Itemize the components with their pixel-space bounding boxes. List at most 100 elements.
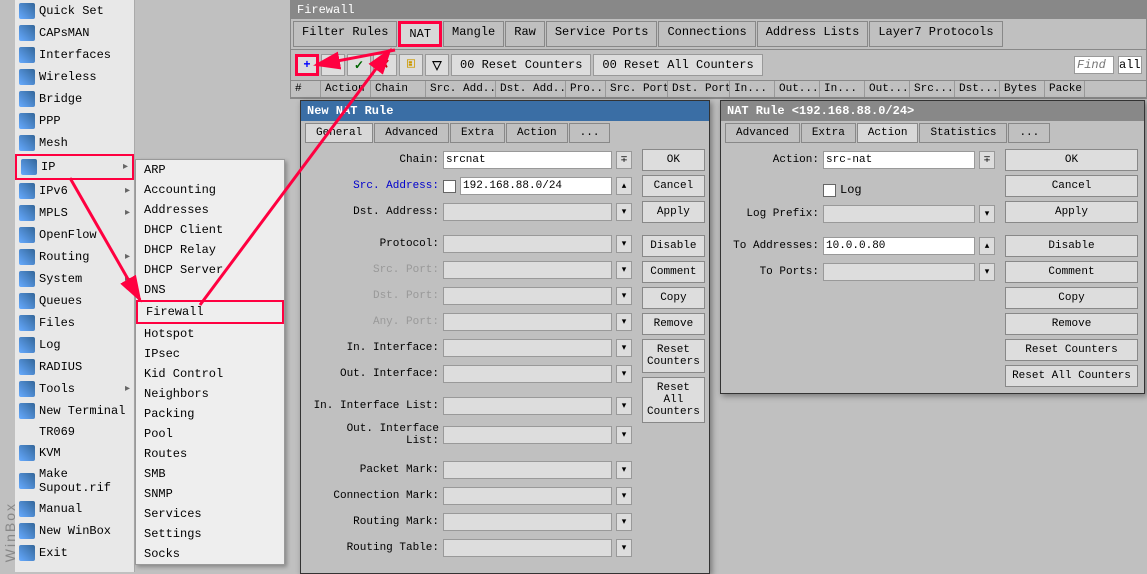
packet-mark-input[interactable] — [443, 461, 612, 479]
remove-button[interactable]: Remove — [1005, 313, 1138, 335]
submenu-pool[interactable]: Pool — [136, 424, 284, 444]
submenu-accounting[interactable]: Accounting — [136, 180, 284, 200]
to-ports-input[interactable] — [823, 263, 975, 281]
col-src-addr[interactable]: Src. Add... — [426, 81, 496, 97]
reset-all-counters-button[interactable]: 00 Reset All Counters — [593, 54, 762, 76]
apply-button[interactable]: Apply — [642, 201, 705, 223]
expand-icon[interactable]: ▾ — [616, 539, 632, 557]
tab-advanced[interactable]: Advanced — [374, 123, 449, 143]
tab-more[interactable]: ... — [1008, 123, 1050, 143]
sidebar-item-quickset[interactable]: Quick Set — [15, 0, 134, 22]
expand-icon[interactable]: ▾ — [616, 397, 632, 415]
tab-connections[interactable]: Connections — [658, 21, 755, 47]
protocol-input[interactable] — [443, 235, 612, 253]
col-in2[interactable]: In... — [820, 81, 865, 97]
chain-input[interactable] — [443, 151, 612, 169]
remove-button[interactable]: − — [321, 54, 345, 76]
tab-general[interactable]: General — [305, 123, 373, 143]
src-addr-input[interactable] — [460, 177, 612, 195]
action-input[interactable] — [823, 151, 975, 169]
tab-mangle[interactable]: Mangle — [443, 21, 504, 47]
expand-icon[interactable]: ▾ — [616, 339, 632, 357]
sidebar-item-log[interactable]: Log — [15, 334, 134, 356]
col-out2[interactable]: Out... — [865, 81, 910, 97]
expand-icon[interactable]: ▾ — [616, 487, 632, 505]
submenu-snmp[interactable]: SNMP — [136, 484, 284, 504]
sidebar-item-radius[interactable]: RADIUS — [15, 356, 134, 378]
tab-filter-rules[interactable]: Filter Rules — [293, 21, 397, 47]
col-chain[interactable]: Chain — [371, 81, 426, 97]
ok-button[interactable]: OK — [642, 149, 705, 171]
filter-select[interactable] — [1118, 56, 1142, 74]
routing-table-input[interactable] — [443, 539, 612, 557]
ok-button[interactable]: OK — [1005, 149, 1138, 171]
expand-icon[interactable]: ▾ — [616, 365, 632, 383]
disable-button[interactable]: Disable — [642, 235, 705, 257]
submenu-settings[interactable]: Settings — [136, 524, 284, 544]
tab-more[interactable]: ... — [569, 123, 611, 143]
sidebar-item-supout[interactable]: Make Supout.rif — [15, 464, 134, 498]
col-dst[interactable]: Dst... — [955, 81, 1000, 97]
comment-button[interactable]: Comment — [642, 261, 705, 283]
reset-counters-button[interactable]: Reset Counters — [642, 339, 705, 373]
col-bytes[interactable]: Bytes — [1000, 81, 1045, 97]
expand-icon[interactable]: ▾ — [616, 513, 632, 531]
comment-button[interactable]: 🗉 — [399, 54, 423, 76]
submenu-addresses[interactable]: Addresses — [136, 200, 284, 220]
log-prefix-input[interactable] — [823, 205, 975, 223]
sidebar-item-new-terminal[interactable]: New Terminal — [15, 400, 134, 422]
tab-extra[interactable]: Extra — [450, 123, 505, 143]
col-dst-port[interactable]: Dst. Port — [668, 81, 730, 97]
enable-button[interactable]: ✓ — [347, 54, 371, 76]
submenu-kid-control[interactable]: Kid Control — [136, 364, 284, 384]
tab-extra[interactable]: Extra — [801, 123, 856, 143]
reset-counters-button[interactable]: Reset Counters — [1005, 339, 1138, 361]
tab-action[interactable]: Action — [506, 123, 568, 143]
tab-advanced[interactable]: Advanced — [725, 123, 800, 143]
submenu-dhcp-relay[interactable]: DHCP Relay — [136, 240, 284, 260]
col-dst-addr[interactable]: Dst. Add... — [496, 81, 566, 97]
submenu-hotspot[interactable]: Hotspot — [136, 324, 284, 344]
find-input[interactable] — [1074, 56, 1114, 74]
sidebar-item-kvm[interactable]: KVM — [15, 442, 134, 464]
filter-button[interactable]: ▽ — [425, 54, 449, 76]
submenu-routes[interactable]: Routes — [136, 444, 284, 464]
disable-button[interactable]: Disable — [1005, 235, 1138, 257]
expand-icon[interactable]: ▾ — [616, 426, 632, 444]
apply-button[interactable]: Apply — [1005, 201, 1138, 223]
dialog-title[interactable]: New NAT Rule — [301, 101, 709, 121]
expand-icon[interactable]: ▾ — [616, 203, 632, 221]
to-addr-input[interactable] — [823, 237, 975, 255]
submenu-services[interactable]: Services — [136, 504, 284, 524]
submenu-firewall[interactable]: Firewall — [136, 300, 284, 324]
col-proto[interactable]: Pro... — [566, 81, 606, 97]
routing-mark-input[interactable] — [443, 513, 612, 531]
tab-address-lists[interactable]: Address Lists — [757, 21, 869, 47]
submenu-smb[interactable]: SMB — [136, 464, 284, 484]
expand-icon[interactable]: ▾ — [979, 205, 995, 223]
sidebar-item-interfaces[interactable]: Interfaces — [15, 44, 134, 66]
in-iface-list-input[interactable] — [443, 397, 612, 415]
sidebar-item-ipv6[interactable]: IPv6▸ — [15, 180, 134, 202]
submenu-neighbors[interactable]: Neighbors — [136, 384, 284, 404]
sidebar-item-exit[interactable]: Exit — [15, 542, 134, 564]
in-iface-input[interactable] — [443, 339, 612, 357]
sidebar-item-openflow[interactable]: OpenFlow — [15, 224, 134, 246]
submenu-socks[interactable]: Socks — [136, 544, 284, 564]
dst-addr-input[interactable] — [443, 203, 612, 221]
reset-all-counters-button[interactable]: Reset All Counters — [642, 377, 705, 423]
expand-icon[interactable]: ▾ — [616, 287, 632, 305]
col-src[interactable]: Src... — [910, 81, 955, 97]
sidebar-item-tr069[interactable]: TR069 — [15, 422, 134, 442]
sidebar-item-bridge[interactable]: Bridge — [15, 88, 134, 110]
sidebar-item-files[interactable]: Files — [15, 312, 134, 334]
sidebar-item-ppp[interactable]: PPP — [15, 110, 134, 132]
tab-action[interactable]: Action — [857, 123, 919, 143]
reset-counters-button[interactable]: 00 Reset Counters — [451, 54, 591, 76]
cancel-button[interactable]: Cancel — [642, 175, 705, 197]
expand-icon[interactable]: ▾ — [616, 313, 632, 331]
reset-all-counters-button[interactable]: Reset All Counters — [1005, 365, 1138, 387]
sidebar-item-tools[interactable]: Tools▸ — [15, 378, 134, 400]
sidebar-item-capsman[interactable]: CAPsMAN — [15, 22, 134, 44]
expand-icon[interactable]: ▴ — [979, 237, 995, 255]
